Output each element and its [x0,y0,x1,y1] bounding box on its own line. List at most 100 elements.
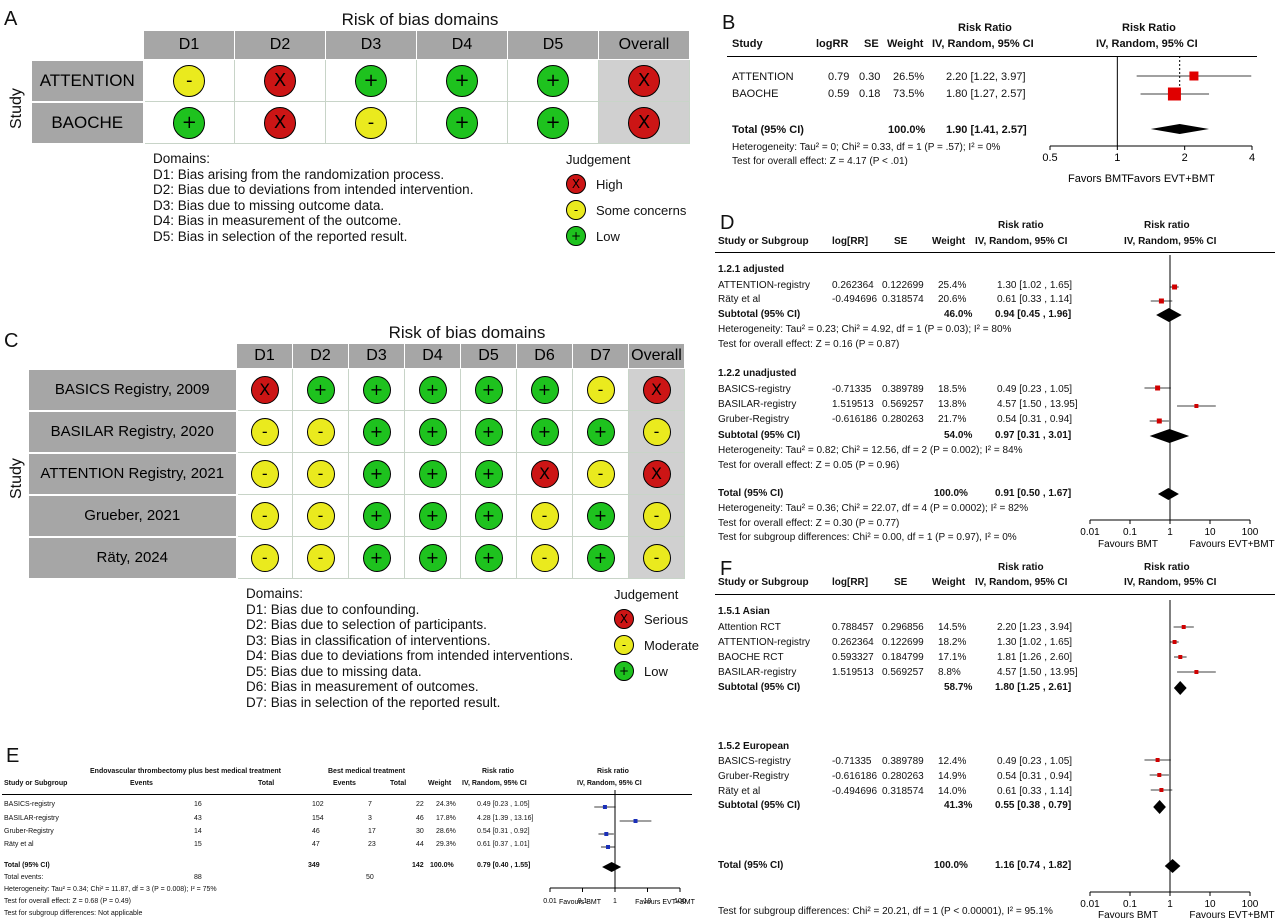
d-header-rule [715,252,1275,253]
e-head-rr: Risk ratio [482,768,514,775]
moderate-risk-icon: - [642,417,671,446]
c-judgement-cell: - [236,536,293,579]
low-risk-icon: + [362,501,391,530]
c-study-name: Räty, 2024 [27,535,238,580]
b-ci: 2.20 [1.22, 3.97] [946,71,1026,83]
domain-definition: D5: Bias due to missing data. [246,663,422,679]
a-domain-header: D5 [507,30,599,60]
d-ci: 0.54 [0.31 , 0.94] [997,414,1073,425]
pooled-diamond [1150,124,1210,134]
c-judgement-cell: - [628,536,685,579]
e-ci: 0.61 [0.37 , 1.01] [477,841,530,848]
moderate-risk-icon: - [250,459,279,488]
e-total-t1: 349 [308,862,320,869]
f-weight: 17.1% [938,652,967,663]
domain-definition: D2: Bias due to deviations from intended… [153,182,474,197]
c-study-name: ATTENTION Registry, 2021 [27,451,238,496]
f-study-name: BAOCHE RCT [718,652,784,663]
low-risk-icon: + [362,417,391,446]
e-col-events2: Events [333,780,356,787]
c-judgement-cell: + [404,410,461,453]
f-col-ci: IV, Random, 95% CI [975,577,1068,588]
c-judgement-cell: + [404,494,461,537]
panel-e-label: E [6,745,20,767]
high-risk-icon: X [530,459,559,488]
e-ci: 4.28 [1.39 , 13.16] [477,815,534,822]
d-logrr: -0.616186 [832,414,878,425]
forest-plot-b: 0.5 1 2 4 Favors BMT Favors EVT+BMT [1042,56,1255,185]
a-domain-header: D2 [234,30,326,60]
d-study-name: Gruber-Registry [718,414,790,425]
b-se: 0.30 [859,71,881,83]
e-events1: 15 [194,841,202,848]
e-heterogeneity: Heterogeneity: Tau² = 0.34; Chi² = 11.87… [4,886,217,893]
moderate-risk-icon: - [306,417,335,446]
f-subgroup-heading: 1.5.2 European [718,741,790,752]
x-tick-label: 0.1 [1123,527,1137,538]
e-head-group1: Endovascular thrombectomy plus best medi… [90,768,281,775]
d-se: 0.318574 [882,294,924,305]
c-domain-header: D4 [404,343,461,369]
b-heterogeneity: Heterogeneity: Tau² = 0; Chi² = 0.33, df… [732,142,1001,153]
a-judgement-cell: - [325,101,417,144]
judgement-heading: Judgement [614,587,679,602]
f-se: 0.296856 [882,622,924,633]
c-judgement-cell: + [292,368,349,411]
a-domain-header: D1 [143,30,235,60]
b-col-ci2: IV, Random, 95% CI [1096,38,1198,50]
c-judgement-cell: + [516,410,573,453]
d-se: 0.389789 [882,384,924,395]
d-logrr: 0.262364 [832,280,874,291]
f-ci: 4.57 [1.50 , 13.95] [997,667,1078,678]
moderate-risk-icon: - [530,543,559,572]
a-domain-header: D3 [325,30,417,60]
favors-right-label: Favors EVT+BMT [1127,173,1215,185]
f-total-ci: 1.16 [0.74 , 1.82] [995,860,1072,871]
e-total2: 46 [416,815,424,822]
d-overall-effect: Test for overall effect: Z = 0.05 (P = 0… [718,460,900,471]
e-events1: 14 [194,828,202,835]
c-judgement-cell: + [348,368,405,411]
d-heterogeneity: Heterogeneity: Tau² = 0.82; Chi² = 12.56… [718,445,1023,456]
effect-square [1189,71,1199,81]
d-se: 0.569257 [882,399,924,410]
e-events2: 23 [368,841,376,848]
b-header-rule [727,56,1257,57]
d-logrr: 1.519513 [832,399,874,410]
moderate-risk-icon: - [250,417,279,446]
low-risk-icon: + [418,501,447,530]
low-risk-icon: + [474,459,503,488]
a-judgement-cell: X [234,101,326,144]
f-subtotal-label: Subtotal (95% CI) [718,800,801,811]
c-study-name: BASICS Registry, 2009 [27,367,238,412]
f-subgroup-test: Test for subgroup differences: Chi² = 20… [718,906,1053,917]
e-events2: 3 [368,815,372,822]
legend-item: - Moderate [614,632,699,658]
high-risk-icon: X [566,174,586,194]
a-judgement-cell: - [143,59,235,102]
legend-label: Low [596,228,620,244]
d-se: 0.280263 [882,414,924,425]
d-overall-effect: Test for overall effect: Z = 0.16 (P = 0… [718,339,900,350]
x-tick-label: 0.01 [543,898,557,905]
f-ci: 1.81 [1.26 , 2.60] [997,652,1073,663]
f-col-ci2: IV, Random, 95% CI [1124,577,1217,588]
effect-square [1167,87,1181,101]
e-study-name: Räty et al [4,841,34,848]
rob-table-a: D1 D2 D3 D4 D5 Overall ATTENTION - X + + + X BAOCHE + X… [30,30,690,145]
panel-a-label: A [4,8,18,30]
d-logrr: -0.71335 [832,384,872,395]
c-judgement-cell: + [348,536,405,579]
favors-right-label: Favours EVT+BMT [635,899,695,906]
d-weight: 25.4% [938,280,967,291]
low-risk-icon: + [586,417,615,446]
low-risk-icon: + [418,543,447,572]
f-ci: 2.20 [1.23 , 3.94] [997,622,1073,633]
a-domain-header: D4 [416,30,508,60]
b-col-logrr: logRR [816,38,849,50]
effect-square [1158,298,1164,304]
f-logrr: 0.788457 [832,622,874,633]
e-col-total2: Total [390,780,407,787]
c-judgement-cell: - [292,536,349,579]
c-judgement-cell: - [516,494,573,537]
